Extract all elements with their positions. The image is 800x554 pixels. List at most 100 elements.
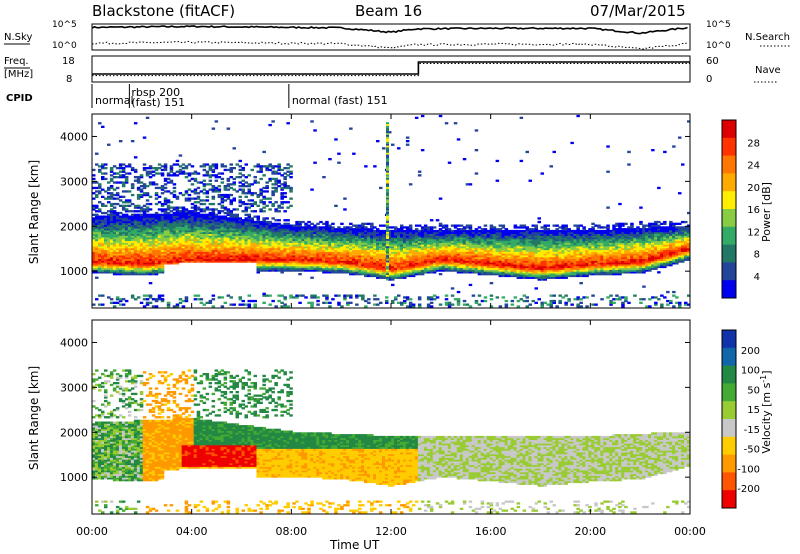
power-cell xyxy=(280,174,284,177)
power-cell xyxy=(124,176,129,179)
power-cell xyxy=(453,253,458,256)
power-cell xyxy=(337,231,341,234)
power-cell xyxy=(364,222,368,225)
power-cell xyxy=(202,222,207,225)
power-cell xyxy=(226,238,231,242)
power-cell xyxy=(271,202,275,206)
power-cell xyxy=(211,244,216,247)
power-cell xyxy=(223,219,228,222)
power-cell xyxy=(95,258,99,261)
power-cell xyxy=(247,237,251,240)
power-cell xyxy=(112,181,117,184)
power-cell xyxy=(157,294,162,297)
power-cell xyxy=(423,226,428,229)
power-cell xyxy=(292,237,296,240)
power-cell xyxy=(379,273,383,276)
power-cell xyxy=(465,242,470,245)
power-cell xyxy=(480,258,485,261)
power-cell xyxy=(376,274,380,278)
power-cell xyxy=(388,258,392,261)
power-cell xyxy=(313,247,317,251)
power-cell xyxy=(441,260,446,263)
power-cell xyxy=(226,220,231,224)
power-cell xyxy=(250,251,254,254)
power-cell xyxy=(109,228,114,231)
power-cell xyxy=(489,258,494,261)
power-cell xyxy=(169,247,174,251)
power-cell xyxy=(447,238,452,242)
power-cell xyxy=(220,246,225,249)
power-cell xyxy=(244,303,248,306)
power-cell xyxy=(408,242,413,245)
power-cell xyxy=(280,256,284,260)
power-cell xyxy=(166,199,171,202)
power-cell xyxy=(304,240,308,243)
power-cell xyxy=(193,224,198,227)
power-cell xyxy=(196,251,201,254)
power-cell xyxy=(229,251,233,254)
power-cell xyxy=(468,267,473,270)
power-cell xyxy=(283,210,287,213)
power-cell xyxy=(346,251,350,254)
power-cell xyxy=(501,229,506,233)
power-cell xyxy=(361,269,365,272)
power-cell xyxy=(501,237,506,240)
power-cell xyxy=(307,237,311,240)
power-cell xyxy=(483,237,488,240)
power-cell xyxy=(286,240,290,243)
power-cell xyxy=(462,249,467,252)
power-cell xyxy=(420,149,425,152)
power-cell xyxy=(301,242,305,245)
power-cell xyxy=(98,258,102,261)
power-cell xyxy=(325,226,329,229)
power-cell xyxy=(286,305,290,308)
power-cell xyxy=(358,271,362,274)
power-cell xyxy=(355,303,359,306)
power-cell xyxy=(444,244,449,247)
power-cell xyxy=(382,269,386,272)
power-cell xyxy=(169,226,174,229)
power-cell xyxy=(411,258,416,261)
power-cell xyxy=(214,256,219,260)
power-cell xyxy=(115,235,120,238)
power-cell xyxy=(232,181,236,184)
power-cell xyxy=(136,213,141,216)
power-cell xyxy=(124,244,129,247)
power-cell xyxy=(101,188,105,191)
power-cell xyxy=(316,251,320,254)
power-cell xyxy=(127,201,132,204)
power-cell xyxy=(426,229,431,233)
power-cell xyxy=(265,255,269,258)
power-cell xyxy=(277,237,281,240)
power-cell xyxy=(262,228,266,231)
power-cell xyxy=(400,231,404,234)
cpid-segment-label: rbsp 200 xyxy=(131,86,180,99)
power-cell xyxy=(331,262,335,265)
power-cell xyxy=(501,246,506,249)
power-cell xyxy=(403,269,407,272)
power-cell xyxy=(361,267,365,270)
power-cell xyxy=(193,204,198,207)
power-cell xyxy=(423,231,428,234)
power-cell xyxy=(136,235,141,238)
power-cell xyxy=(256,195,260,198)
power-cell xyxy=(277,251,281,254)
power-cell xyxy=(145,219,150,222)
power-cell xyxy=(220,217,225,220)
power-cell xyxy=(127,249,132,252)
power-cell xyxy=(118,265,123,269)
power-cell xyxy=(474,247,479,251)
power-cell xyxy=(196,228,201,231)
power-cell xyxy=(474,237,479,240)
power-cell xyxy=(130,217,135,220)
power-cell xyxy=(474,244,479,247)
power-cell xyxy=(107,186,111,190)
power-cell xyxy=(172,237,177,240)
power-cell xyxy=(250,231,254,234)
power-cell xyxy=(104,197,108,200)
power-cell xyxy=(331,242,335,245)
power-cell xyxy=(133,262,138,265)
power-cell xyxy=(423,253,428,256)
power-cell xyxy=(172,228,177,231)
power-cell xyxy=(331,265,335,269)
